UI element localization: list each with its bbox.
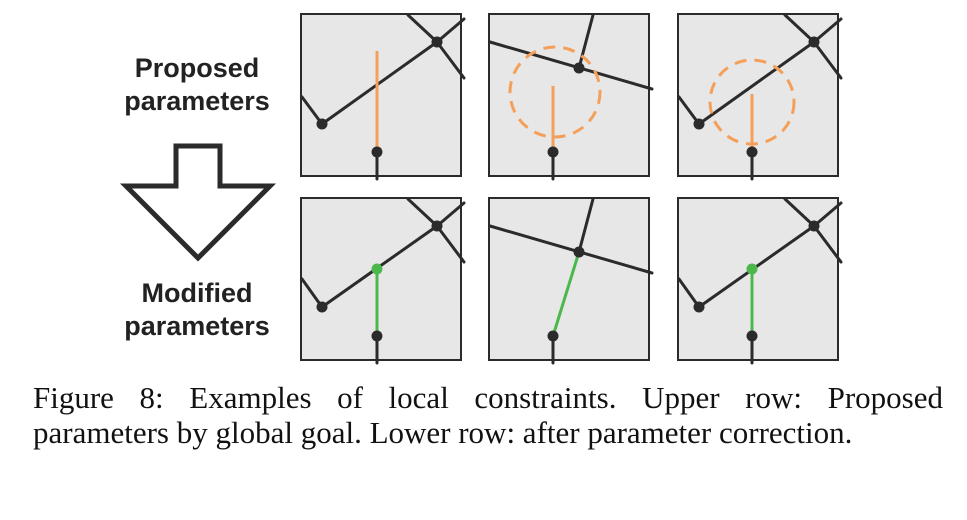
panel-proposed-2 bbox=[488, 13, 654, 181]
proposed-label-line1: Proposed bbox=[134, 53, 260, 83]
figure-caption: Figure 8: Examples of local constraints.… bbox=[33, 380, 943, 450]
modified-parameters-label: Modified parameters bbox=[92, 277, 302, 343]
panel-modified-2 bbox=[488, 197, 654, 365]
panel-proposed-1 bbox=[300, 13, 466, 181]
down-arrow-icon bbox=[118, 140, 278, 267]
modified-segment bbox=[551, 251, 581, 337]
proposed-label-line2: parameters bbox=[124, 86, 270, 116]
constraint-circle bbox=[508, 45, 602, 139]
modified-label-line1: Modified bbox=[141, 278, 253, 308]
modified-label-line2: parameters bbox=[124, 311, 270, 341]
panel-proposed-3 bbox=[677, 13, 843, 181]
panel-modified-3 bbox=[677, 197, 843, 365]
panel-modified-1 bbox=[300, 197, 466, 365]
proposed-parameters-label: Proposed parameters bbox=[92, 52, 302, 118]
